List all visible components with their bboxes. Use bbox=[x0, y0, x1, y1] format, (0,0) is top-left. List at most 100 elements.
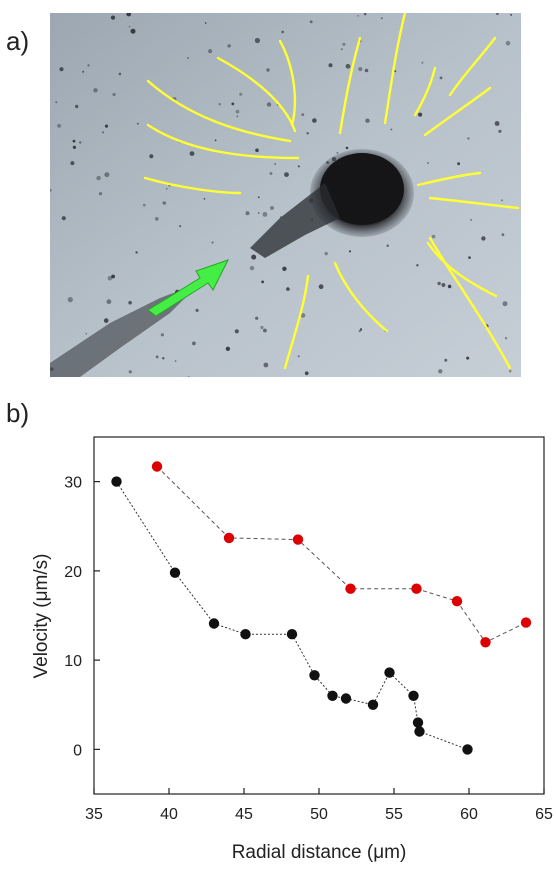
particle-speck bbox=[457, 162, 461, 166]
particle-speck bbox=[155, 355, 159, 359]
particle-speck bbox=[255, 148, 259, 153]
x-axis-label: Radial distance (μm) bbox=[232, 842, 407, 863]
particle-speck bbox=[358, 67, 363, 72]
particle-speck bbox=[85, 332, 88, 335]
particle-speck bbox=[70, 161, 75, 166]
particle-speck bbox=[496, 13, 499, 16]
series-2-point bbox=[345, 583, 356, 594]
series-1-point bbox=[309, 670, 320, 681]
particle-speck bbox=[160, 333, 164, 337]
series-1-point bbox=[286, 629, 298, 640]
particle-speck bbox=[87, 64, 90, 67]
particle-speck bbox=[468, 256, 471, 259]
particle-specks bbox=[50, 13, 513, 377]
particle-speck bbox=[187, 57, 189, 59]
axis-ticks: 35 40 45 50 55 60 65 0 10 20 30 bbox=[64, 475, 553, 823]
particle-speck bbox=[394, 70, 397, 73]
series-1-point bbox=[462, 744, 473, 755]
particle-speck bbox=[263, 362, 269, 368]
particle-speck bbox=[93, 88, 98, 93]
series-2-point bbox=[411, 583, 422, 594]
particle-speck bbox=[266, 68, 270, 72]
particle-speck bbox=[261, 280, 264, 284]
particle-speck bbox=[318, 284, 324, 290]
particle-speck bbox=[282, 266, 287, 271]
particle-speck bbox=[286, 287, 290, 291]
series-2-point bbox=[151, 461, 163, 472]
particle-speck bbox=[255, 316, 259, 320]
x-tick-label: 65 bbox=[535, 806, 553, 823]
particle-speck bbox=[128, 25, 131, 28]
particle-speck bbox=[72, 139, 76, 143]
series-2-point bbox=[520, 617, 532, 628]
series-1-point bbox=[240, 629, 251, 640]
particle-speck bbox=[112, 92, 116, 97]
particle-speck bbox=[340, 48, 343, 51]
particle-speck bbox=[357, 15, 360, 17]
particle-speck bbox=[128, 300, 132, 305]
particle-speck bbox=[104, 172, 110, 178]
particle-speck bbox=[72, 145, 76, 149]
particle-speck bbox=[235, 109, 240, 114]
particle-speck bbox=[416, 264, 419, 267]
particle-speck bbox=[218, 103, 221, 106]
particle-speck bbox=[96, 175, 101, 181]
particle-speck bbox=[102, 131, 105, 134]
particle-speck bbox=[300, 313, 306, 318]
particle-speck bbox=[211, 241, 214, 244]
particle-speck bbox=[50, 188, 52, 192]
particle-speck bbox=[118, 72, 122, 76]
microscope-image bbox=[50, 13, 521, 377]
particle-speck bbox=[328, 63, 333, 68]
particle-speck bbox=[444, 358, 448, 362]
particle-speck bbox=[79, 141, 82, 144]
series-2-point bbox=[223, 532, 235, 544]
particle-speck bbox=[82, 70, 85, 73]
series-1-line bbox=[116, 481, 468, 750]
y-tick-label: 20 bbox=[64, 564, 82, 581]
particle-speck bbox=[174, 360, 177, 362]
particle-speck bbox=[135, 251, 138, 254]
particle-speck bbox=[245, 211, 250, 216]
particle-speck bbox=[304, 371, 309, 376]
particle-speck bbox=[214, 139, 217, 142]
x-tick-label: 45 bbox=[235, 806, 253, 823]
particle-speck bbox=[203, 197, 206, 200]
particle-speck bbox=[104, 124, 109, 128]
y-tick-label: 10 bbox=[64, 653, 82, 670]
y-axis-label: Velocity (μm/s) bbox=[31, 554, 52, 679]
particle-speck bbox=[364, 13, 367, 16]
series-2-point bbox=[292, 534, 304, 545]
particle-speck bbox=[208, 49, 213, 54]
x-tick-label: 40 bbox=[160, 806, 178, 823]
particle-speck bbox=[103, 318, 109, 323]
particle-speck bbox=[297, 355, 300, 358]
particle-speck bbox=[508, 369, 512, 373]
particle-speck bbox=[249, 265, 255, 271]
particle-speck bbox=[345, 146, 349, 150]
x-tick-label: 35 bbox=[85, 806, 103, 823]
particle-speck bbox=[110, 15, 116, 20]
particle-speck bbox=[510, 13, 513, 16]
x-tick-label: 55 bbox=[385, 806, 403, 823]
particle-speck bbox=[107, 275, 113, 281]
particle-speck bbox=[324, 251, 328, 256]
particle-speck bbox=[348, 250, 352, 253]
particle-speck bbox=[257, 212, 260, 214]
green-arrow-icon bbox=[147, 259, 229, 317]
particle-speck bbox=[342, 42, 346, 46]
series-1-point bbox=[327, 690, 338, 701]
particle-speck bbox=[111, 274, 115, 279]
particle-speck bbox=[358, 329, 361, 333]
series-1-point bbox=[340, 693, 352, 704]
particle-speck bbox=[498, 129, 502, 133]
particle-speck bbox=[59, 67, 64, 72]
particle-speck bbox=[57, 123, 61, 128]
particle-speck bbox=[345, 63, 351, 69]
particle-speck bbox=[55, 101, 58, 104]
particle-speck bbox=[269, 172, 273, 175]
particle-speck bbox=[467, 137, 470, 140]
particle-speck bbox=[236, 115, 239, 118]
particle-speck bbox=[225, 346, 231, 351]
y-tick-label: 0 bbox=[73, 742, 82, 759]
